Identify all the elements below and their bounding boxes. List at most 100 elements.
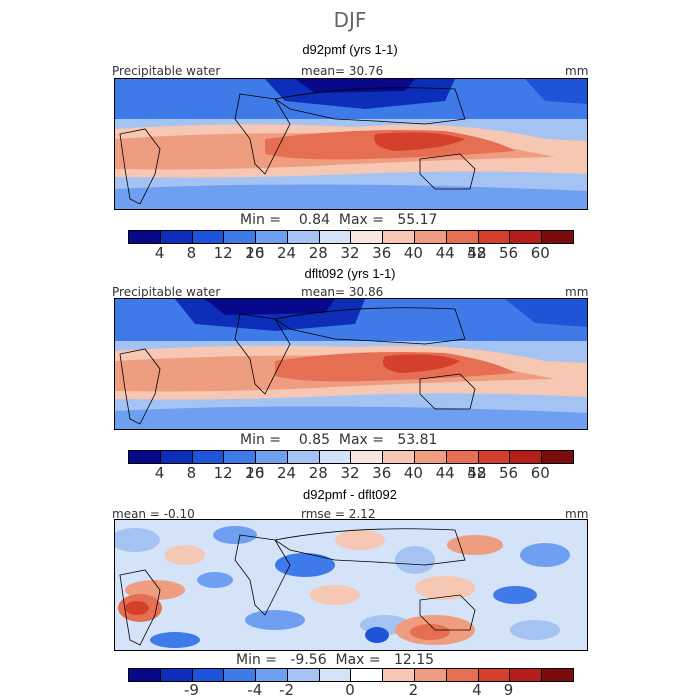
panel2-colorbar-swatch [129,451,161,463]
panel3-colorbar-swatch [160,669,193,681]
panel1-coast-asia [273,87,466,125]
panel2-colorbar-tick: 8 [186,464,197,482]
panel1-colorbar-tick: 8 [186,244,197,262]
panel2-colorbar-tick: 60 [530,464,550,482]
panel2-pacific-dry [505,299,587,327]
panel2-coast-asia [273,307,466,345]
panel3-colorbar-tick: -9 [183,681,199,699]
panel2-colorbar-swatch [510,451,543,463]
panel3-colorbar-swatch [383,669,416,681]
panel3-colorbar-swatch [287,669,320,681]
panel2-colorbar-swatch [256,451,288,463]
panel2-map-svg [115,299,587,429]
panel2-colorbar-swatch [224,451,257,463]
panel2-colorbar-tick: 40 [403,464,423,482]
panel1-title: d92pmf (yrs 1-1) [302,42,398,57]
panel2-colorbar-swatch [478,451,511,463]
panel1-colorbar-ticks: 4 8 12 16 20 24 28 32 36 40 44 48 52 56 60 [128,244,572,262]
panel2-colorbar-swatch [446,451,479,463]
panel2-coast-africa [234,313,291,395]
panel3-minmax: Min = -9.56 Max = 12.15 [236,652,435,668]
panel2-colorbar-tick: 36 [372,464,392,482]
panel3-colorbar-tick: 9 [503,681,514,699]
panel3-rmse: rmse = 2.12 [301,507,376,521]
panel3-coast-asia [273,528,466,566]
panel2-colorbar-tick: 12 [213,464,233,482]
panel3-colorbar-tick: -2 [279,681,295,699]
panel2-colorbar-swatch [192,451,225,463]
panel3-map [114,519,588,651]
panel3-colorbar-swatch [415,669,447,681]
panel1-colorbar-swatch [351,231,384,243]
panel1-colorbar-tick: 40 [403,244,423,262]
panel3-units: mm [565,507,589,521]
panel2-colorbar-swatch [351,451,384,463]
panel2-colorbar-tick: 48 [467,464,487,482]
panel2-colorbar-tick: 52 [467,464,487,482]
panel3-colorbar-swatch [542,669,573,681]
panel1-colorbar-tick: 4 [154,244,165,262]
panel1-mean: mean= 30.76 [301,64,384,78]
panel1-colorbar-swatch [319,231,352,243]
panel1-colorbar-swatch [192,231,225,243]
panel1-map-svg [115,79,587,209]
panel1-colorbar-tick: 16 [245,244,265,262]
panel2-colorbar-swatch [160,451,193,463]
panel3-colorbar-tick: 0 [345,681,355,699]
panel1-colorbar-swatch [224,231,257,243]
panel1-colorbar-swatch [542,231,573,243]
panel3-title: d92pmf - dflt092 [303,487,397,502]
panel2-colorbar-tick: 32 [340,464,360,482]
panel3-colorbar-swatch [192,669,225,681]
panel1-colorbar-tick: 56 [499,244,519,262]
panel3-coast-australia [419,594,476,631]
panel3-coast-africa [234,534,291,616]
panel1-colorbar-tick: 28 [308,244,328,262]
panel1-units: mm [565,64,589,78]
panel1-colorbar [128,230,574,244]
panel3-anomaly-blobs [115,526,570,648]
panel2-minmax: Min = 0.85 Max = 53.81 [240,432,438,448]
panel1-colorbar-tick: 44 [435,244,455,262]
panel1-colorbar-tick: 20 [245,244,265,262]
panel2-south-band [115,406,587,429]
panel3-colorbar-swatch [129,669,161,681]
panel2-mean: mean= 30.86 [301,285,384,299]
panel1-colorbar-swatch [129,231,161,243]
panel3-colorbar-tick: -4 [247,681,263,699]
panel1-colorbar-swatch [383,231,416,243]
panel3-colorbar-swatch [224,669,257,681]
panel1-coast-australia [419,153,476,190]
panel1-map [114,78,588,210]
panel3-coast-sa [119,569,161,646]
panel1-colorbar-tick: 36 [372,244,392,262]
panel2-units: mm [565,285,589,299]
panel1-colorbar-swatch [160,231,193,243]
panel2-colorbar-tick: 20 [245,464,265,482]
panel1-colorbar-tick: 12 [213,244,233,262]
panel1-colorbar-swatch [287,231,320,243]
panel1-asia-driest [295,79,415,93]
panel3-colorbar-swatch [319,669,352,681]
panel2-title: dflt092 (yrs 1-1) [304,266,396,281]
panel1-colorbar-swatch [478,231,511,243]
panel1-warmpool-core [374,132,465,151]
panel3-colorbar-ticks: -9 -4 -2 0 2 4 9 [128,681,572,699]
panel3-colorbar-tick: 4 [472,681,482,699]
panel2-colorbar-swatch [383,451,416,463]
panel3-colorbar-swatch [446,669,479,681]
panel1-colorbar-tick: 52 [467,244,487,262]
panel1-colorbar-tick: 32 [340,244,360,262]
figure-title: DJF [333,8,367,32]
panel1-colorbar-tick: 24 [277,244,297,262]
panel1-colorbar-swatch [256,231,288,243]
panel1-colorbar-tick: 48 [467,244,487,262]
panel1-colorbar-swatch [415,231,447,243]
panel2-colorbar [128,450,574,464]
panel1-pacific-dry [525,79,587,104]
panel2-colorbar-tick: 16 [245,464,265,482]
panel2-colorbar-swatch [542,451,573,463]
panel1-colorbar-tick: 60 [530,244,550,262]
panel1-field-label: Precipitable water [112,64,221,78]
panel3-colorbar-swatch [256,669,288,681]
